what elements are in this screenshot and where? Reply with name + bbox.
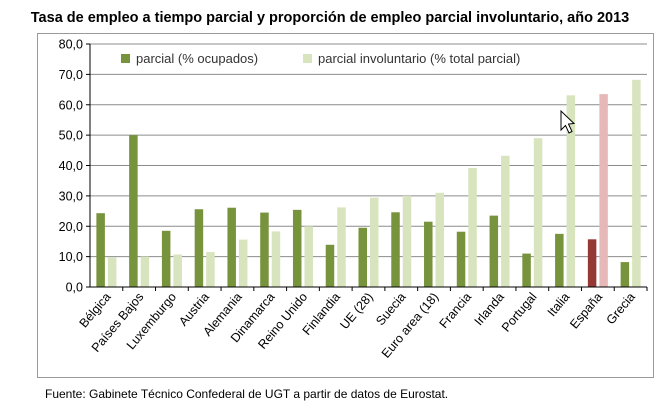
bar-chart: 0,0 10,0 20,0 30,0 40,0 50,0 60,0 70,0 80,0 Bélg… (59, 38, 648, 361)
bar-involuntario (402, 195, 412, 287)
chart-title: Tasa de empleo a tiempo parcial y propor… (30, 10, 630, 26)
bar-involuntario (238, 239, 248, 287)
y-tick-label: 10,0 (59, 250, 83, 264)
bar-parcial (522, 253, 531, 287)
legend-label: parcial involuntario (% total parcial) (318, 51, 520, 66)
legend-swatch (121, 54, 130, 63)
y-tick-label: 50,0 (59, 129, 83, 143)
y-tick-label: 60,0 (59, 98, 83, 112)
bar-parcial (325, 244, 335, 287)
bar-involuntario (304, 226, 313, 287)
bar-parcial (424, 221, 433, 287)
x-category-label: UE (28) (337, 290, 375, 332)
bar-involuntario (533, 138, 543, 287)
bar-parcial (456, 231, 466, 287)
bar-parcial (96, 213, 105, 287)
bar-parcial (587, 239, 597, 287)
chart-frame: 0,0 10,0 20,0 30,0 40,0 50,0 60,0 70,0 80,0 Bélg… (37, 33, 654, 378)
mouse-cursor-icon (560, 109, 576, 134)
source-note: Fuente: Gabinete Técnico Confederal de U… (45, 387, 449, 401)
bar-involuntario (173, 254, 182, 287)
bar-involuntario (566, 95, 576, 287)
bar-parcial (161, 230, 171, 287)
bar-parcial (620, 262, 630, 287)
x-category-label: España (567, 290, 605, 332)
bar-parcial (129, 135, 138, 287)
bar-parcial (194, 209, 204, 287)
y-tick-label: 0,0 (66, 281, 83, 295)
bar-parcial (260, 212, 269, 287)
bar-parcial (292, 209, 302, 287)
bar-involuntario (435, 192, 445, 287)
bar-involuntario (370, 197, 379, 287)
bar-parcial (391, 212, 400, 287)
bar-involuntario (271, 231, 281, 287)
bar-parcial (358, 227, 367, 287)
bar-involuntario (632, 79, 641, 287)
bar-involuntario (140, 256, 150, 287)
bar-involuntario (599, 94, 608, 288)
x-category-label: Italia (545, 290, 573, 319)
legend: parcial (% ocupados) parcial involuntario… (121, 51, 520, 66)
bar-involuntario (501, 155, 510, 287)
bar-involuntario (468, 167, 477, 287)
x-category-label: Portugal (499, 290, 540, 335)
bar-involuntario (337, 207, 346, 287)
y-tick-label: 80,0 (59, 38, 83, 52)
legend-swatch (303, 54, 312, 63)
x-category-label: Grecia (604, 290, 638, 327)
y-tick-label: 30,0 (59, 189, 83, 203)
bar-involuntario (107, 257, 117, 287)
y-tick-label: 70,0 (59, 68, 83, 82)
y-tick-label: 20,0 (59, 220, 83, 234)
bar-parcial (227, 207, 236, 287)
x-category-label: Francia (437, 290, 475, 331)
cursor-arrow (560, 109, 576, 134)
y-tick-label: 40,0 (59, 159, 83, 173)
legend-label: parcial (% ocupados) (136, 51, 258, 66)
bar-involuntario (206, 252, 215, 287)
y-axis: 0,0 10,0 20,0 30,0 40,0 50,0 60,0 70,0 80,0 (59, 38, 91, 295)
gridlines (90, 43, 647, 258)
bar-parcial (489, 215, 499, 287)
bars (96, 79, 641, 288)
bar-parcial (555, 233, 564, 287)
